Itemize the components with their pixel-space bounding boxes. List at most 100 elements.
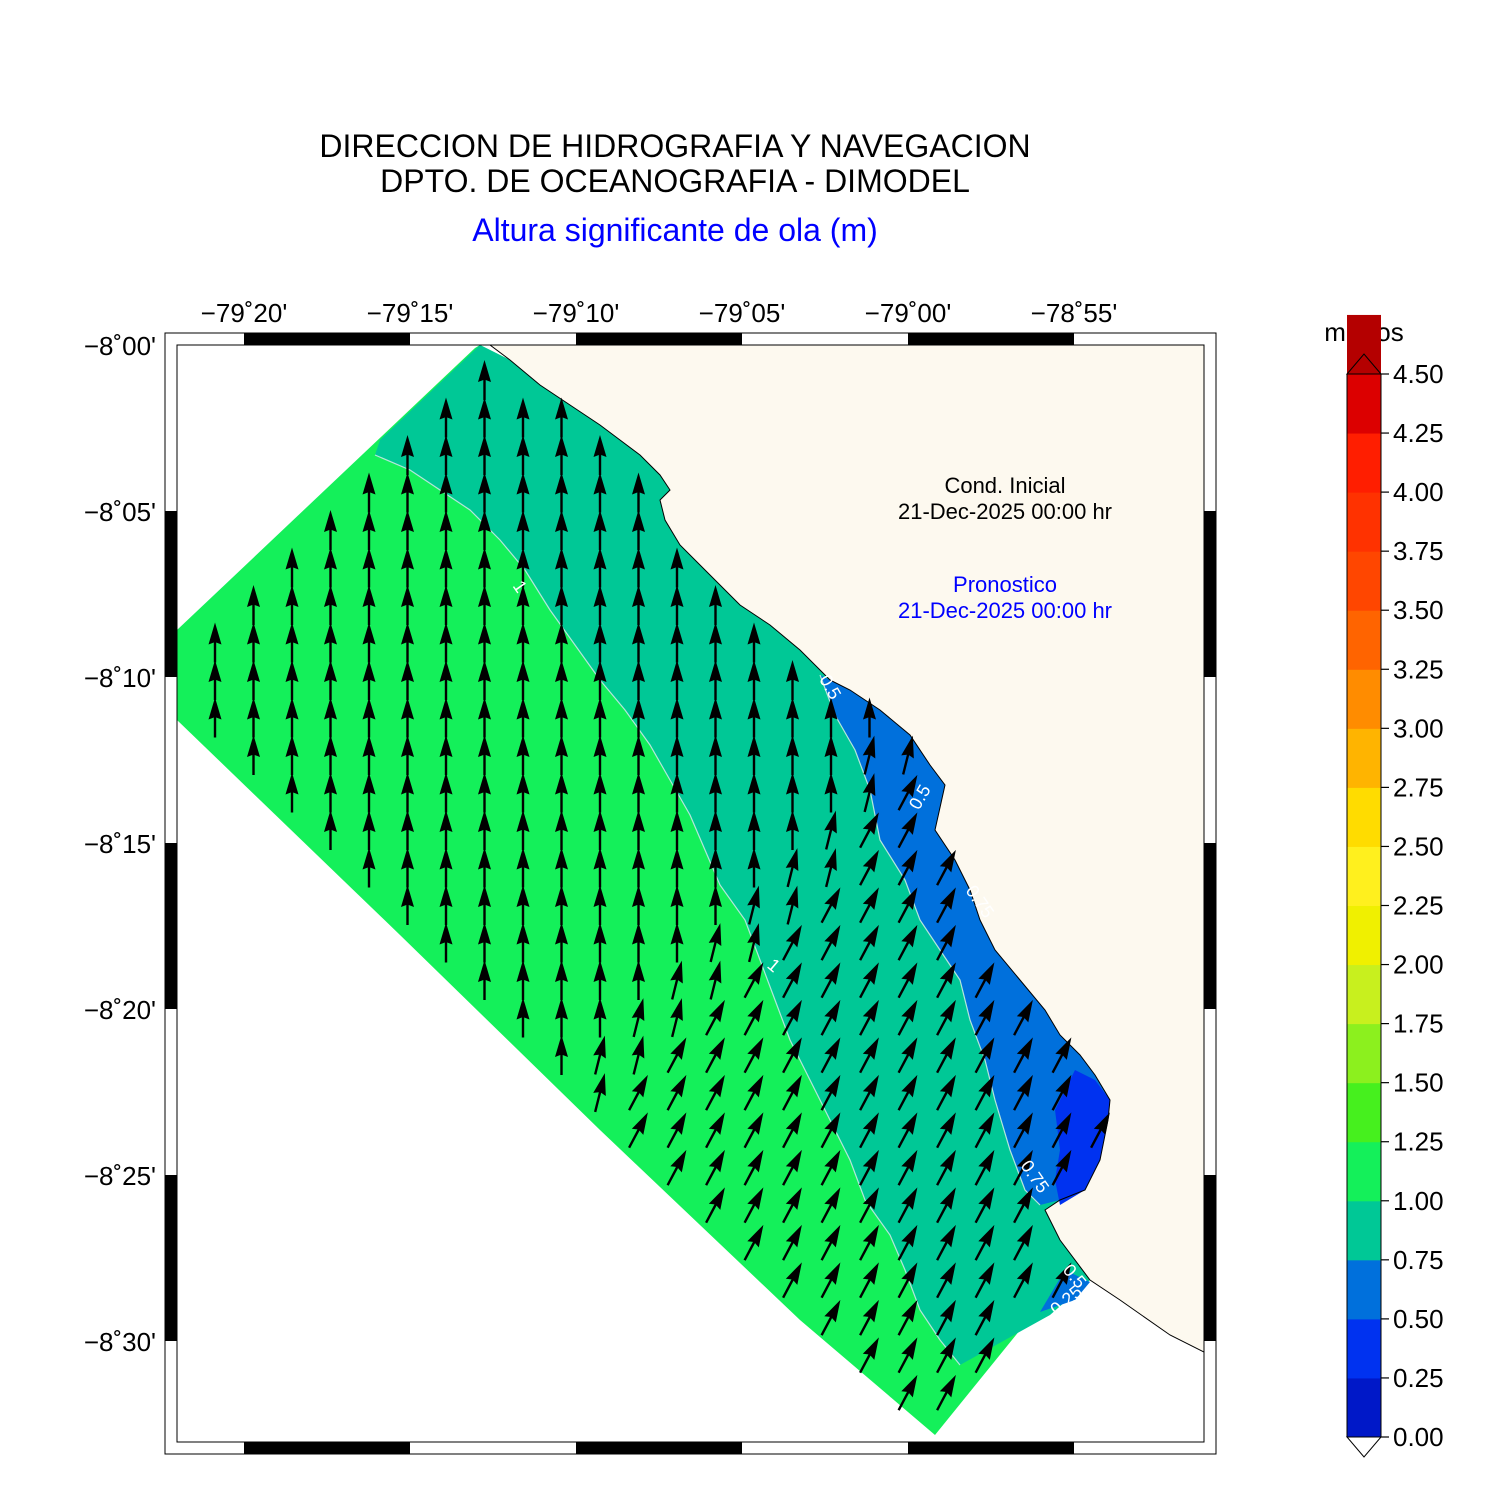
wave-arrow	[782, 1037, 802, 1074]
wave-arrow	[782, 1149, 802, 1186]
colorbar-tick-label: 2.25	[1393, 891, 1444, 921]
lat-label: −8˚10'	[84, 663, 156, 693]
wave-arrow	[670, 735, 684, 775]
wave-arrow	[632, 885, 645, 925]
wave-arrow	[862, 735, 876, 775]
wave-arrow	[516, 660, 530, 700]
wave-arrow	[824, 697, 838, 738]
colorbar-swatch	[1347, 433, 1381, 493]
wave-zone-nearshore-low	[1040, 1270, 1090, 1312]
wave-arrow	[709, 885, 722, 925]
wave-arrow	[820, 1149, 841, 1186]
wave-arrow	[709, 660, 722, 700]
colorbar-tick-label: 4.50	[1393, 359, 1444, 389]
wave-arrow	[936, 1262, 956, 1299]
wave-arrow	[705, 1149, 725, 1186]
wave-arrow	[439, 547, 453, 588]
colorbar-tick-label: 1.00	[1393, 1186, 1444, 1216]
department-title: DPTO. DE OCEANOGRAFIA - DIMODEL	[380, 163, 970, 199]
colorbar-bottom-triangle	[1345, 1436, 1383, 1458]
lon-label: −78˚55'	[1031, 298, 1118, 328]
frame-band-right	[1204, 1175, 1216, 1341]
colorbar-tick-label: 2.50	[1393, 831, 1444, 861]
colorbar-tick-label: 0.25	[1393, 1363, 1444, 1393]
wave-arrow	[555, 885, 568, 925]
colorbar-tick-label: 4.00	[1393, 477, 1444, 507]
wave-arrow	[936, 1337, 956, 1374]
wave-arrow	[897, 849, 918, 886]
wave-arrow	[1013, 1037, 1033, 1074]
wave-arrow	[974, 1074, 995, 1111]
wave-arrow	[478, 472, 491, 513]
map-frame	[164, 332, 1217, 1455]
lat-label: −8˚30'	[84, 1327, 156, 1357]
wave-arrow	[859, 999, 879, 1036]
lat-label: −8˚05'	[84, 497, 156, 527]
wave-arrow	[785, 885, 799, 925]
wave-arrow	[974, 962, 995, 999]
wave-arrow	[593, 847, 607, 888]
wave-arrow	[631, 998, 645, 1038]
wave-arrow	[974, 1337, 995, 1374]
wave-arrow	[862, 773, 876, 813]
wave-arrow	[936, 999, 956, 1036]
wave-arrow	[747, 735, 761, 775]
lat-label: −8˚20'	[84, 995, 156, 1025]
colorbar-swatch	[1347, 1259, 1381, 1320]
wave-zone-0.50-0.75	[820, 675, 1110, 1205]
wave-arrow	[897, 1149, 918, 1186]
wave-arrow	[820, 1187, 841, 1224]
wave-arrow	[897, 924, 918, 961]
wave-arrow	[782, 999, 802, 1036]
wave-arrow	[747, 810, 761, 850]
wave-arrow	[632, 547, 645, 588]
time-annotations: Cond. Inicial 21-Dec-2025 00:00 hr Prono…	[898, 473, 1112, 623]
wave-arrow	[974, 1037, 995, 1074]
wave-arrow	[1051, 1262, 1072, 1299]
wave-arrow	[743, 1074, 764, 1111]
wave-arrow	[362, 772, 376, 813]
wave-arrow	[593, 622, 607, 663]
frame-band-top	[244, 333, 410, 345]
wave-arrow	[362, 847, 376, 888]
map-subtitle: Altura significante de ola (m)	[472, 212, 878, 248]
initial-condition-time: 21-Dec-2025 00:00 hr	[898, 499, 1112, 524]
wave-arrow	[478, 885, 491, 925]
wave-arrow	[670, 772, 684, 813]
wave-arrow	[555, 472, 568, 513]
colorbar-swatch	[1347, 964, 1381, 1025]
wave-arrow	[631, 1035, 645, 1075]
wave-arrow	[247, 585, 260, 625]
wave-arrow	[897, 887, 918, 924]
wave-arrow	[786, 735, 799, 775]
wave-arrow	[859, 1149, 879, 1186]
wave-arrow	[936, 1037, 956, 1074]
wave-arrow	[285, 547, 299, 588]
wave-arrow	[632, 622, 645, 663]
colorbar-swatch	[1347, 728, 1381, 788]
colorbar-tick-label: 3.25	[1393, 654, 1444, 684]
wave-arrow	[670, 585, 684, 625]
colorbar-swatch	[1347, 787, 1381, 847]
wave-arrow	[247, 697, 260, 738]
wave-arrow	[285, 660, 299, 700]
wave-arrow	[555, 397, 568, 438]
frame-band-left	[165, 1175, 177, 1341]
wave-arrow	[666, 1112, 687, 1149]
wave-direction-arrows	[208, 360, 1110, 1411]
wave-arrow	[362, 510, 376, 550]
wave-arrow	[247, 660, 260, 700]
lon-label: −79˚20'	[201, 298, 288, 328]
colorbar-swatch	[1347, 1023, 1381, 1084]
wave-arrow	[516, 697, 530, 738]
wave-arrow	[936, 849, 956, 886]
wave-arrow	[709, 735, 722, 775]
wave-arrow	[936, 1074, 956, 1111]
wave-arrow	[362, 472, 376, 513]
wave-arrow	[1051, 1149, 1072, 1186]
wave-arrow	[555, 810, 568, 850]
wave-arrow	[901, 735, 914, 775]
wave-arrow	[593, 1073, 606, 1113]
forecast-time: 21-Dec-2025 00:00 hr	[898, 598, 1112, 623]
wave-arrow	[324, 510, 337, 550]
